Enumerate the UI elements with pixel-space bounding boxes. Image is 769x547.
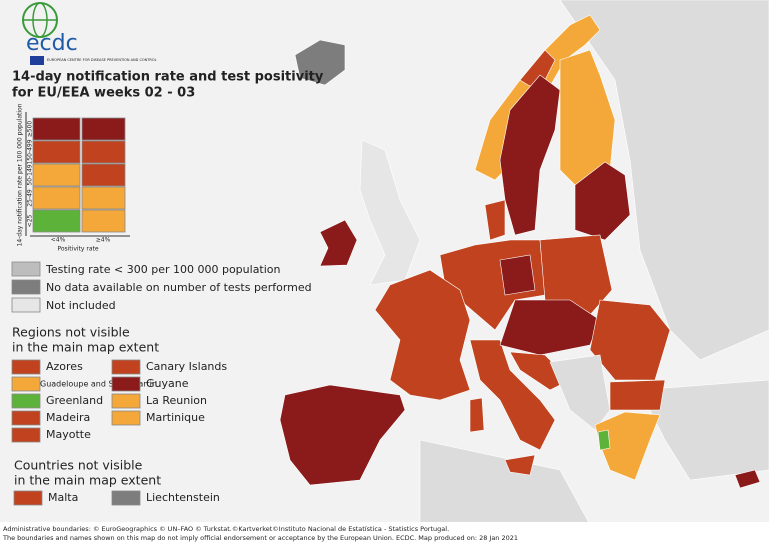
matrix-row-label: 150-499	[27, 139, 34, 164]
countries: Countries not visible in the main map ex…	[13, 458, 220, 506]
region-label: Guadeloupe and Saint Martin	[40, 380, 157, 389]
matrix-x-label: Positivity rate	[57, 246, 98, 253]
denmark	[484, 199, 506, 241]
baltics	[574, 161, 631, 241]
countries-title: in the main map extent	[14, 473, 161, 488]
logo-subtitle: EUROPEAN CENTRE FOR DISEASE PREVENTION A…	[47, 58, 157, 62]
region-label: Guyane	[146, 377, 189, 390]
legend-label: Not included	[46, 299, 116, 312]
sicily	[504, 454, 536, 476]
matrix-row-label: <25	[27, 214, 34, 227]
region-label: Canary Islands	[146, 360, 227, 373]
matrix-cell	[32, 209, 81, 233]
romania	[589, 299, 671, 381]
legend: Testing rate < 300 per 100 000 populatio…	[11, 261, 312, 313]
matrix-cell	[32, 140, 81, 164]
legend-swatch	[11, 279, 41, 295]
title: 14-day notification rate and test positi…	[12, 70, 324, 85]
matrix-y-label: 14-day notification rate per 100 000 pop…	[17, 103, 24, 246]
regions: Regions not visible in the main map exte…	[11, 325, 227, 443]
country-swatch	[111, 490, 141, 506]
cyprus	[734, 469, 761, 489]
iberia	[279, 384, 406, 486]
germany-region	[499, 254, 536, 296]
region-label: La Reunion	[146, 394, 207, 407]
region-swatch	[11, 376, 41, 392]
matrix: 14-day notification rate per 100 000 pop…	[17, 103, 130, 253]
central-europe	[499, 299, 601, 356]
regions-title: in the main map extent	[12, 340, 159, 355]
legend-swatch	[11, 297, 41, 313]
matrix-cell	[81, 209, 126, 233]
matrix-column-label: ≥4%	[96, 237, 111, 244]
region-swatch	[11, 393, 41, 409]
region-swatch	[111, 359, 141, 375]
country-label: Malta	[48, 491, 78, 504]
norway-north	[519, 49, 556, 91]
legend-label: No data available on number of tests per…	[46, 281, 312, 294]
matrix-cell	[81, 117, 126, 141]
matrix-cell	[32, 117, 81, 141]
regions-title: Regions not visible	[12, 325, 130, 340]
western-balkans	[549, 354, 611, 431]
region-swatch	[11, 410, 41, 426]
logo: ecdc EUROPEAN CENTRE FOR DISEASE PREVENT…	[22, 2, 157, 65]
footer: Administrative boundaries: © EuroGeograp…	[3, 525, 449, 533]
sardinia	[469, 397, 485, 433]
matrix-cell	[32, 163, 81, 187]
france	[374, 269, 471, 401]
region-swatch	[11, 427, 41, 443]
sweden	[499, 74, 561, 236]
region-label: Greenland	[46, 394, 103, 407]
footer-background	[0, 522, 769, 543]
matrix-cell	[81, 163, 126, 187]
greece-region	[597, 429, 611, 451]
region-swatch	[11, 359, 41, 375]
matrix-column-label: <4%	[51, 237, 66, 244]
region-label: Madeira	[46, 411, 90, 424]
eu-flag	[30, 56, 44, 65]
matrix-row-label: 50-149	[27, 164, 34, 185]
region-label: Azores	[46, 360, 83, 373]
legend-swatch	[11, 261, 41, 277]
legend-label: Testing rate < 300 per 100 000 populatio…	[45, 263, 281, 276]
footer: The boundaries and names shown on this m…	[2, 534, 518, 542]
region-swatch	[111, 393, 141, 409]
region-swatch	[111, 410, 141, 426]
countries-title: Countries not visible	[14, 458, 143, 473]
iceland	[294, 39, 346, 86]
country-swatch	[13, 490, 43, 506]
non-eu-land	[639, 379, 769, 481]
region-label: Mayotte	[46, 428, 91, 441]
bulgaria	[609, 379, 666, 411]
matrix-cell	[81, 186, 126, 210]
matrix-row-label: 25-49	[27, 189, 34, 207]
logo-name: ecdc	[26, 31, 78, 56]
matrix-cell	[81, 140, 126, 164]
country-label: Liechtenstein	[146, 491, 220, 504]
matrix-cell	[32, 186, 81, 210]
region-label: Martinique	[146, 411, 205, 424]
map	[279, 0, 769, 544]
title: for EU/EEA weeks 02 - 03	[12, 86, 195, 101]
ireland	[319, 219, 358, 267]
italy	[469, 339, 556, 451]
matrix-row-label: ≥500	[27, 121, 34, 138]
united-kingdom	[359, 139, 421, 286]
region-swatch	[111, 376, 141, 392]
